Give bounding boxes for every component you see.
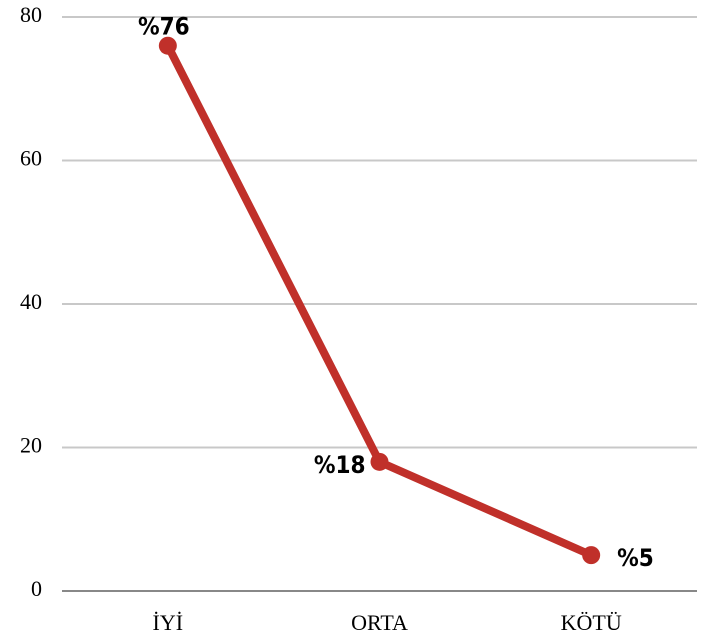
data-point [158,36,177,55]
data-point [370,452,389,471]
x-tick-label: İYİ [153,610,184,635]
x-tick-label: KÖTÜ [561,610,622,635]
data-point [582,546,601,565]
y-tick-label: 20 [20,433,42,458]
data-label: %18 [314,451,366,479]
data-label: %5 [617,544,654,572]
y-tick-label: 60 [20,146,42,171]
y-tick-label: 40 [20,289,42,314]
data-label: %76 [138,13,190,41]
data-line [164,43,593,559]
x-tick-label: ORTA [351,610,408,635]
y-tick-label: 0 [31,576,42,601]
y-tick-label: 80 [20,2,42,27]
